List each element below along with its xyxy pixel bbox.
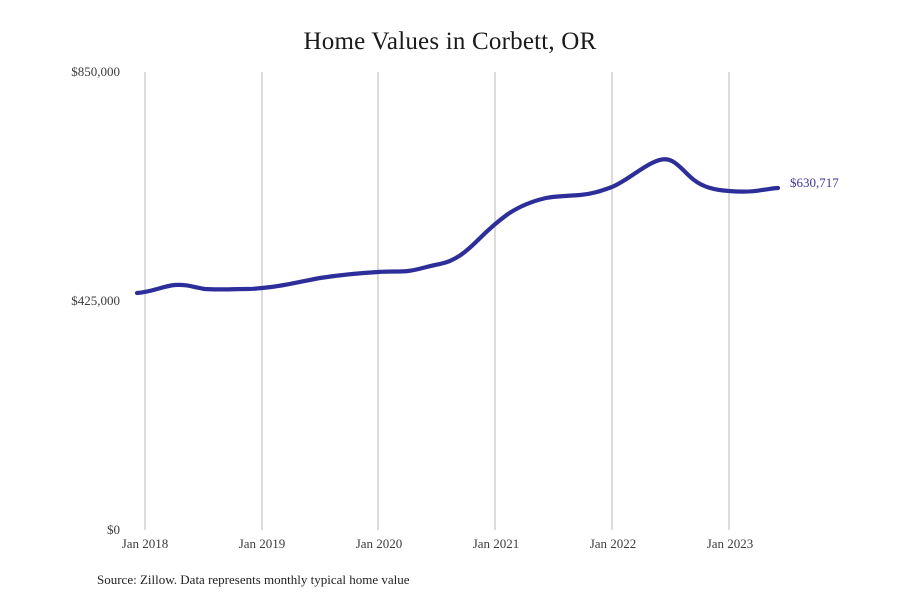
- gridlines: [144, 72, 730, 530]
- source-note: Source: Zillow. Data represents monthly …: [97, 572, 410, 587]
- y-axis-tick-0: $0: [107, 522, 120, 537]
- x-axis-tick-jan-2023: Jan 2023: [706, 536, 754, 551]
- x-axis-tick-jan-2018: Jan 2018: [121, 536, 169, 551]
- x-axis-tick-jan-2020: Jan 2020: [355, 536, 403, 551]
- x-axis-tick-jan-2022: Jan 2022: [589, 536, 637, 551]
- series-end-value-label: $630,717: [790, 175, 839, 190]
- series-line-typical-home-value: [134, 157, 781, 296]
- x-axis-tick-jan-2019: Jan 2019: [238, 536, 286, 551]
- y-axis-tick-850000: $850,000: [71, 64, 120, 79]
- chart-title: Home Values in Corbett, OR: [303, 28, 597, 55]
- x-axis-tick-jan-2021: Jan 2021: [472, 536, 520, 551]
- y-axis-tick-425000: $425,000: [71, 293, 120, 308]
